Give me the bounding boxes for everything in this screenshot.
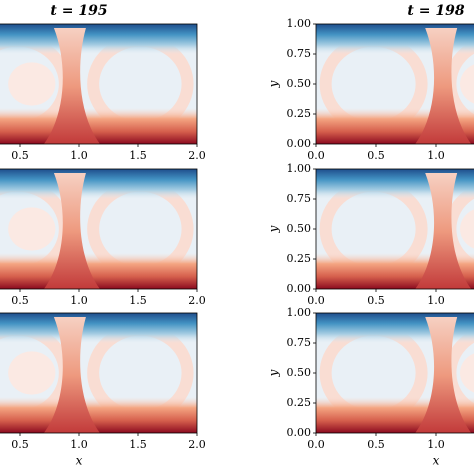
x-tick-label: 0.5: [11, 149, 29, 162]
contour-field: [0, 24, 197, 144]
cold-layer: [0, 169, 197, 199]
x-tick-label: 0.0: [307, 294, 325, 307]
x-tick-label: 1.5: [129, 438, 147, 451]
x-tick-label: 0.0: [307, 438, 325, 451]
plume: [43, 28, 100, 144]
cold-layer: [0, 313, 197, 343]
x-tick-label: 1.0: [70, 438, 88, 451]
panel-title: t = 198: [407, 3, 464, 19]
y-tick-label: 0.75: [287, 47, 312, 60]
plume: [43, 317, 100, 433]
contour-field: [0, 313, 197, 433]
cell-core: [8, 62, 56, 106]
x-tick-label: 2.0: [188, 294, 206, 307]
y-tick-label: 0.50: [287, 366, 312, 379]
y-tick-label: 0.25: [287, 107, 312, 120]
cell-core: [8, 351, 56, 395]
x-axis-label: x: [433, 454, 440, 468]
y-tick-label: 0.50: [287, 222, 312, 235]
cell-core: [460, 64, 474, 104]
panel-title: t = 195: [50, 3, 107, 19]
x-tick-label: 1.0: [70, 294, 88, 307]
x-tick-label: 0.5: [11, 438, 29, 451]
cell-core: [8, 207, 56, 251]
x-tick-label: 0.0: [307, 149, 325, 162]
hot-layer: [0, 397, 197, 433]
cell-core: [460, 209, 474, 249]
plume: [43, 173, 100, 289]
x-tick-label: 0.5: [367, 438, 385, 451]
x-tick-label: 1.5: [129, 294, 147, 307]
x-tick-label: 1.0: [427, 294, 445, 307]
plume: [415, 317, 472, 433]
x-tick-label: 2.0: [188, 149, 206, 162]
contour-field: [0, 169, 197, 289]
contour-field: [316, 24, 474, 144]
y-tick-label: 0.25: [287, 396, 312, 409]
y-tick-label: 0.00: [287, 137, 312, 150]
y-tick-label: 0.00: [287, 426, 312, 439]
cell-core: [460, 353, 474, 393]
y-tick-label: 0.25: [287, 252, 312, 265]
x-tick-label: 1.5: [129, 149, 147, 162]
y-tick-label: 0.00: [287, 282, 312, 295]
cold-layer: [0, 24, 197, 54]
y-axis-label: y: [267, 225, 281, 233]
x-tick-label: 0.5: [11, 294, 29, 307]
y-tick-label: 1.00: [287, 17, 312, 30]
contour-field: [316, 313, 474, 433]
hot-layer: [0, 108, 197, 144]
x-tick-label: 2.0: [188, 438, 206, 451]
y-axis-label: y: [267, 369, 281, 377]
hot-layer: [0, 253, 197, 289]
x-tick-label: 1.0: [427, 149, 445, 162]
x-tick-label: 1.0: [70, 149, 88, 162]
contour-field: [316, 169, 474, 289]
x-tick-label: 0.5: [367, 294, 385, 307]
x-tick-label: 1.0: [427, 438, 445, 451]
y-tick-label: 0.50: [287, 77, 312, 90]
y-tick-label: 1.00: [287, 162, 312, 175]
y-tick-label: 0.75: [287, 336, 312, 349]
y-tick-label: 1.00: [287, 306, 312, 319]
plume: [415, 173, 472, 289]
y-axis-label: y: [267, 80, 281, 88]
x-tick-label: 0.5: [367, 149, 385, 162]
plume: [415, 28, 472, 144]
x-axis-label: x: [76, 454, 83, 468]
y-tick-label: 0.75: [287, 192, 312, 205]
